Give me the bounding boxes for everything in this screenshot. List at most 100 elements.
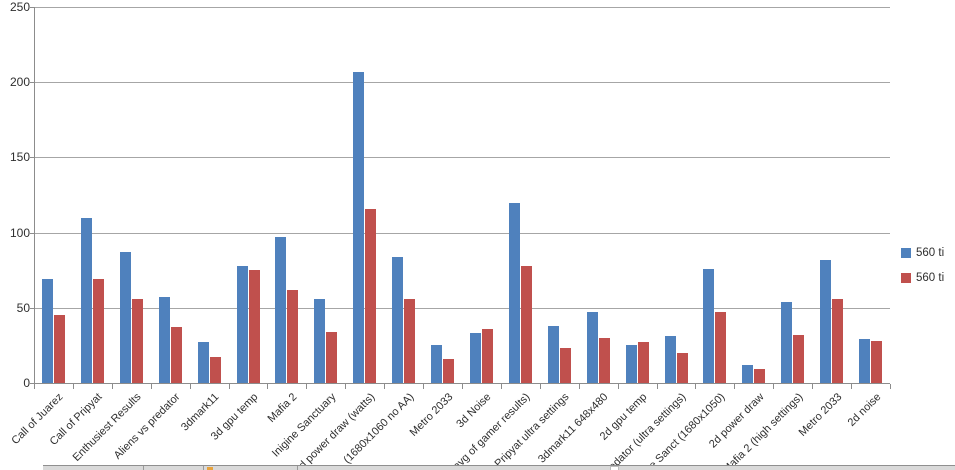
bar-series2[interactable] bbox=[637, 342, 649, 383]
worksheet-cell-divider bbox=[203, 466, 204, 470]
bar-series1[interactable] bbox=[314, 298, 326, 383]
x-axis-tick bbox=[773, 384, 775, 389]
x-axis-tick bbox=[462, 384, 463, 389]
x-axis-tick bbox=[111, 384, 113, 389]
bar-series2[interactable] bbox=[170, 327, 182, 383]
legend-item-series1[interactable]: 560 ti bbox=[901, 247, 944, 259]
bar-series1[interactable] bbox=[275, 237, 287, 383]
bar-series2[interactable] bbox=[559, 348, 571, 383]
x-axis-tick bbox=[72, 384, 74, 389]
worksheet-cell-divider bbox=[143, 466, 144, 470]
bar-series2[interactable] bbox=[365, 208, 377, 383]
bar-series1[interactable] bbox=[664, 336, 676, 383]
bar-series1[interactable] bbox=[119, 252, 131, 383]
y-axis-line bbox=[34, 7, 35, 383]
bar-series1[interactable] bbox=[353, 71, 365, 383]
x-axis-tick bbox=[384, 384, 386, 389]
bar-series1[interactable] bbox=[859, 339, 871, 383]
bar-series2[interactable] bbox=[287, 289, 299, 383]
y-axis-tick bbox=[30, 232, 34, 234]
x-axis-tick bbox=[189, 384, 191, 389]
y-gridline bbox=[34, 7, 890, 8]
x-axis-tick bbox=[851, 384, 853, 389]
bar-series2[interactable] bbox=[793, 334, 805, 383]
x-axis-tick bbox=[617, 384, 619, 389]
worksheet-edge-strip bbox=[43, 465, 955, 470]
bar-series2[interactable] bbox=[832, 298, 844, 383]
y-axis-label: 50 bbox=[16, 300, 30, 315]
x-axis-tick bbox=[150, 384, 152, 389]
legend-label-series1: 560 ti bbox=[916, 247, 945, 259]
y-gridline bbox=[34, 232, 890, 234]
x-axis-tick bbox=[656, 384, 658, 389]
legend-key-icon bbox=[901, 248, 911, 258]
x-axis-tick bbox=[34, 384, 35, 389]
bar-series1[interactable] bbox=[547, 325, 559, 383]
bar-series1[interactable] bbox=[469, 333, 481, 383]
bar-series2[interactable] bbox=[92, 279, 104, 383]
bar-series2[interactable] bbox=[53, 315, 65, 383]
bar-series1[interactable] bbox=[586, 312, 598, 383]
legend-label-series2: 560 ti bbox=[916, 272, 945, 284]
bar-series1[interactable] bbox=[625, 345, 637, 383]
y-axis-tick bbox=[30, 157, 34, 159]
bar-series1[interactable] bbox=[781, 301, 793, 383]
bar-series2[interactable] bbox=[754, 369, 766, 383]
bar-series2[interactable] bbox=[326, 331, 338, 383]
bar-series1[interactable] bbox=[41, 279, 53, 383]
bar-series1[interactable] bbox=[392, 256, 404, 383]
legend-item-series2[interactable]: 560 ti bbox=[901, 272, 944, 284]
bar-series1[interactable] bbox=[742, 364, 754, 383]
bar-series1[interactable] bbox=[703, 268, 715, 383]
y-axis-label: 250 bbox=[9, 0, 30, 14]
bar-series2[interactable] bbox=[248, 270, 260, 383]
bar-series1[interactable] bbox=[236, 265, 248, 383]
bar-series2[interactable] bbox=[715, 312, 727, 383]
x-axis-tick bbox=[306, 384, 308, 389]
bar-series1[interactable] bbox=[197, 342, 209, 383]
bar-series1[interactable] bbox=[820, 259, 832, 383]
y-axis-label: 100 bbox=[9, 225, 30, 240]
bar-series2[interactable] bbox=[871, 340, 883, 383]
bar-series2[interactable] bbox=[209, 357, 221, 383]
y-gridline bbox=[34, 307, 890, 309]
x-axis-tick bbox=[228, 384, 230, 389]
x-axis-tick bbox=[345, 384, 347, 389]
worksheet-cell-divider bbox=[297, 466, 298, 470]
bar-series1[interactable] bbox=[80, 217, 92, 383]
x-axis-tick bbox=[500, 384, 502, 389]
y-axis-label: 0 bbox=[23, 376, 30, 390]
bar-series2[interactable] bbox=[404, 298, 416, 383]
bar-series2[interactable] bbox=[131, 298, 143, 383]
bar-series1[interactable] bbox=[508, 202, 520, 383]
bar-series2[interactable] bbox=[443, 358, 455, 383]
x-axis-tick bbox=[539, 384, 541, 389]
y-axis-label: 150 bbox=[9, 150, 30, 165]
x-axis-tick bbox=[734, 384, 736, 389]
chart-legend[interactable]: 560 ti 560 ti bbox=[901, 247, 944, 297]
x-axis-tick bbox=[578, 384, 580, 389]
bar-series2[interactable] bbox=[481, 328, 493, 383]
y-axis-tick bbox=[30, 7, 34, 8]
x-axis-line bbox=[34, 383, 890, 384]
worksheet-notch bbox=[610, 466, 619, 470]
bar-series2[interactable] bbox=[598, 337, 610, 383]
bar-series2[interactable] bbox=[520, 265, 532, 383]
bar-series1[interactable] bbox=[431, 345, 443, 383]
y-axis-label: 200 bbox=[9, 75, 30, 90]
bar-series2[interactable] bbox=[676, 352, 688, 383]
y-axis-tick bbox=[30, 82, 34, 84]
legend-key-icon bbox=[901, 273, 911, 283]
y-gridline bbox=[34, 82, 890, 84]
y-axis-tick bbox=[30, 307, 34, 309]
x-axis-tick bbox=[890, 384, 891, 389]
x-axis-tick bbox=[267, 384, 269, 389]
y-gridline bbox=[34, 157, 890, 159]
x-axis-tick bbox=[695, 384, 697, 389]
bar-series1[interactable] bbox=[158, 297, 170, 383]
y-axis-tick bbox=[30, 383, 34, 384]
x-axis-tick bbox=[423, 384, 425, 389]
worksheet-accent-mark bbox=[207, 467, 213, 470]
